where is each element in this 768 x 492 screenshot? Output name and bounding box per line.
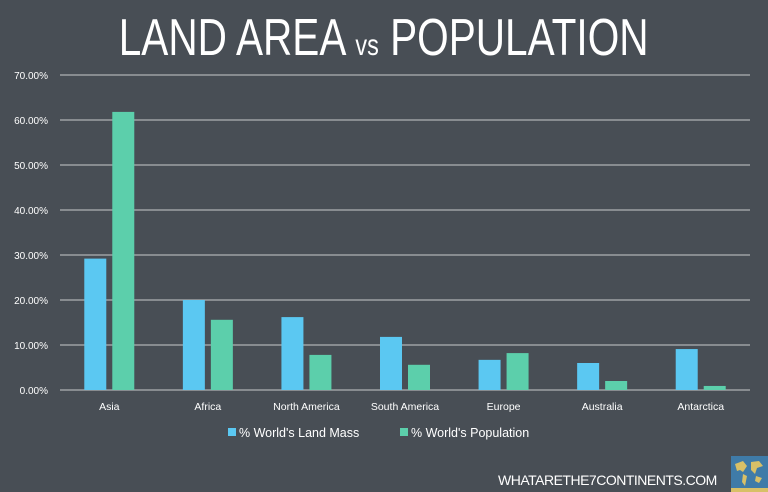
globe-logo — [731, 456, 768, 492]
y-tick-label: 50.00% — [14, 161, 48, 172]
bar-population — [210, 319, 233, 390]
bar-land-mass — [577, 363, 600, 390]
legend-label: % World's Land Mass — [239, 426, 359, 440]
x-tick-label: Antarctica — [677, 401, 724, 413]
x-tick-label: Africa — [194, 401, 221, 413]
bar-population — [112, 111, 135, 391]
website-footer: WHATARETHE7CONTINENTS.COM — [498, 472, 717, 488]
bar-population — [703, 385, 726, 390]
bar-land-mass — [380, 336, 402, 390]
bar-land-mass — [281, 317, 304, 390]
y-tick-label: 40.00% — [14, 206, 48, 217]
bar-population — [309, 354, 332, 390]
bar-population — [408, 364, 430, 390]
chart-title: LAND AREA vs POPULATION — [0, 8, 768, 76]
legend-swatch — [400, 428, 408, 436]
x-tick-label: South America — [371, 401, 439, 413]
x-tick-label: North America — [273, 401, 340, 413]
y-tick-label: 20.00% — [14, 296, 48, 307]
bar-population — [506, 353, 529, 390]
y-tick-label: 70.00% — [14, 71, 48, 82]
bar-land-mass — [182, 300, 205, 390]
y-tick-label: 10.00% — [14, 341, 48, 352]
title-vs: vs — [355, 29, 380, 62]
x-tick-label: Asia — [99, 401, 120, 413]
y-tick-label: 0.00% — [20, 386, 48, 397]
legend-swatch — [228, 428, 236, 436]
x-tick-label: Europe — [487, 401, 521, 413]
title-end: POPULATION — [390, 9, 649, 67]
title-main: LAND AREA — [119, 9, 345, 67]
bar-population — [605, 381, 628, 390]
y-tick-label: 60.00% — [14, 116, 48, 127]
bar-land-mass — [478, 359, 501, 390]
x-tick-label: Australia — [582, 401, 623, 413]
bar-land-mass — [675, 349, 698, 390]
y-tick-label: 30.00% — [14, 251, 48, 262]
bar-land-mass — [84, 258, 107, 390]
legend-label: % World's Population — [411, 426, 529, 440]
